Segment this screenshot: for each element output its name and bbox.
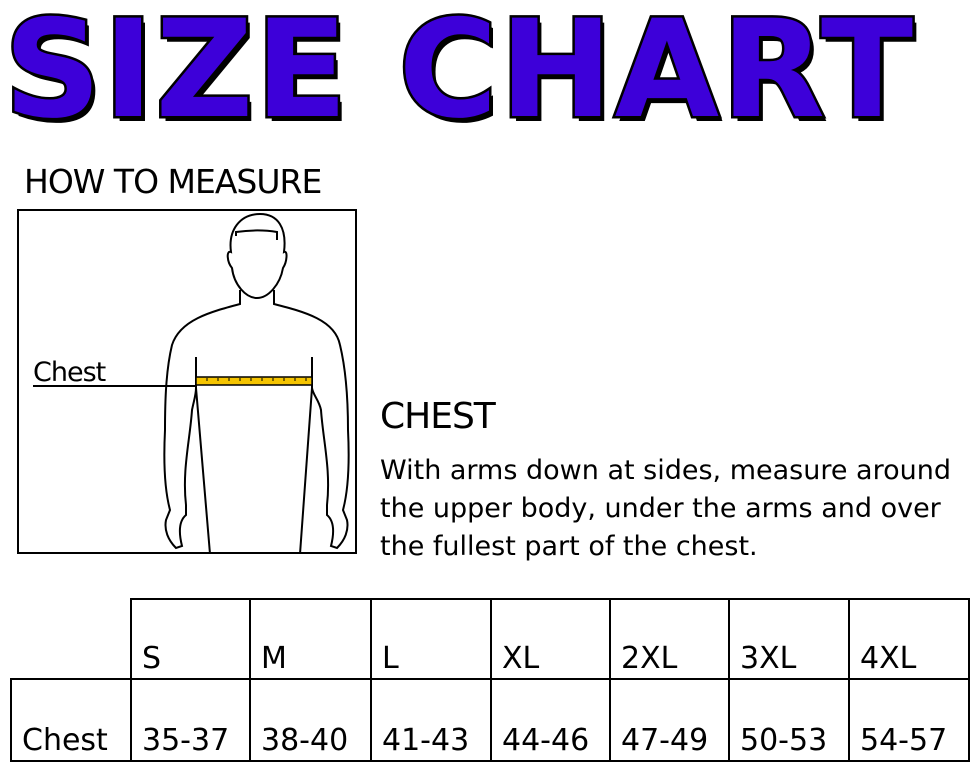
size-header-row: S M L XL 2XL 3XL 4XL: [11, 598, 970, 680]
empty-corner-cell: [11, 599, 131, 679]
measurement-figure: Chest: [17, 209, 357, 554]
measurement-cell: 41-43: [370, 678, 492, 762]
size-header-cell: 2XL: [609, 598, 730, 680]
table-row: Chest 35-37 38-40 41-43 44-46 47-49 50-5…: [10, 678, 970, 762]
size-header-cell: M: [249, 598, 372, 680]
chest-description: With arms down at sides, measure around …: [380, 455, 951, 562]
size-header-cell: S: [130, 598, 251, 680]
size-header-cell: L: [370, 598, 492, 680]
chest-figure-label: Chest: [33, 357, 106, 388]
measurement-cell: 50-53: [728, 678, 850, 762]
measurement-cell: 44-46: [490, 678, 611, 762]
size-table: S M L XL 2XL 3XL 4XL Chest 35-37 38-40 4…: [10, 598, 970, 762]
measurement-cell: 47-49: [609, 678, 730, 762]
size-chart-title: SIZE CHART: [1, 0, 916, 151]
how-to-measure-heading: HOW TO MEASURE: [24, 162, 322, 201]
chest-heading: CHEST: [380, 396, 496, 437]
measurement-cell: 35-37: [130, 678, 251, 762]
size-header-cell: 3XL: [728, 598, 850, 680]
size-header-cell: XL: [490, 598, 611, 680]
measurement-cell: 38-40: [249, 678, 372, 762]
measurement-cell: 54-57: [848, 678, 970, 762]
size-header-cell: 4XL: [848, 598, 970, 680]
body-outline-illustration: [33, 212, 350, 552]
row-label-cell: Chest: [10, 678, 132, 762]
